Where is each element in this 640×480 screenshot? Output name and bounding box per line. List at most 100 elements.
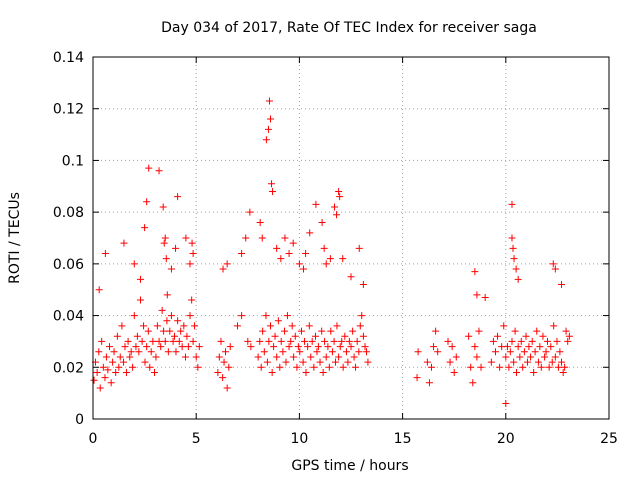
data-point — [561, 363, 569, 371]
data-point — [256, 218, 264, 226]
data-point — [153, 322, 161, 330]
x-tick-label: 5 — [192, 431, 201, 447]
data-point — [242, 234, 250, 242]
x-axis: 0 5 10 15 20 25 — [89, 57, 618, 447]
data-point — [281, 327, 289, 335]
data-point — [104, 366, 112, 374]
data-point — [335, 353, 343, 361]
data-point — [155, 167, 163, 175]
data-point — [144, 327, 152, 335]
data-point — [188, 296, 196, 304]
data-point — [350, 353, 358, 361]
data-point — [214, 368, 222, 376]
data-point — [349, 327, 357, 335]
data-point — [138, 337, 146, 345]
data-point — [473, 291, 481, 299]
data-point — [220, 358, 228, 366]
data-point — [319, 368, 327, 376]
data-point — [361, 343, 369, 351]
data-point — [259, 327, 267, 335]
data-point — [264, 125, 272, 133]
data-point — [262, 312, 270, 320]
data-point — [287, 337, 295, 345]
data-point — [160, 239, 168, 247]
data-point — [562, 327, 570, 335]
data-point — [163, 291, 171, 299]
data-point — [564, 337, 572, 345]
data-point — [130, 312, 138, 320]
data-point — [269, 187, 277, 195]
data-point — [339, 363, 347, 371]
data-point — [527, 353, 535, 361]
data-point — [514, 275, 522, 283]
data-point — [110, 348, 118, 356]
data-point — [268, 180, 276, 188]
data-point — [136, 296, 144, 304]
data-point — [127, 348, 135, 356]
data-point — [558, 281, 566, 289]
data-point — [339, 255, 347, 263]
data-point — [511, 327, 519, 335]
data-point — [537, 363, 545, 371]
data-point — [336, 343, 344, 351]
data-point — [450, 368, 458, 376]
data-point — [545, 363, 553, 371]
data-point — [505, 363, 513, 371]
data-point — [516, 353, 524, 361]
data-point — [299, 358, 307, 366]
data-point — [181, 353, 189, 361]
data-point — [118, 322, 126, 330]
data-point — [305, 322, 313, 330]
data-point — [314, 343, 322, 351]
data-point — [95, 286, 103, 294]
data-point — [509, 244, 517, 252]
data-point — [554, 363, 562, 371]
data-point — [503, 343, 511, 351]
data-point — [133, 332, 141, 340]
data-point — [353, 337, 361, 345]
data-point — [469, 379, 477, 387]
data-point — [120, 358, 128, 366]
data-point — [500, 322, 508, 330]
data-point — [536, 343, 544, 351]
data-point — [186, 312, 194, 320]
data-point — [347, 343, 355, 351]
data-point — [543, 337, 551, 345]
data-point — [326, 255, 334, 263]
data-point — [276, 363, 284, 371]
data-point — [101, 250, 109, 258]
data-point — [321, 337, 329, 345]
data-point — [265, 337, 273, 345]
data-point — [178, 343, 186, 351]
data-point — [508, 234, 516, 242]
data-point — [147, 348, 155, 356]
data-point — [307, 353, 315, 361]
data-point — [336, 193, 344, 201]
data-point — [143, 198, 151, 206]
y-tick-label: 0.14 — [53, 50, 84, 66]
data-point — [452, 353, 460, 361]
data-point — [163, 317, 171, 325]
data-point — [553, 337, 561, 345]
data-point — [423, 358, 431, 366]
data-point — [96, 384, 104, 392]
data-point — [296, 348, 304, 356]
data-point — [172, 244, 180, 252]
data-point — [330, 203, 338, 211]
data-point — [514, 343, 522, 351]
data-point — [335, 187, 343, 195]
data-point — [328, 348, 336, 356]
data-point — [162, 255, 170, 263]
data-point — [189, 250, 197, 258]
data-point — [430, 343, 438, 351]
data-point — [174, 317, 182, 325]
data-point — [355, 244, 363, 252]
data-point — [320, 244, 328, 252]
data-point — [186, 260, 194, 268]
data-point — [285, 343, 293, 351]
data-point — [519, 363, 527, 371]
data-point — [528, 337, 536, 345]
data-point — [556, 348, 564, 356]
data-point — [219, 374, 227, 382]
